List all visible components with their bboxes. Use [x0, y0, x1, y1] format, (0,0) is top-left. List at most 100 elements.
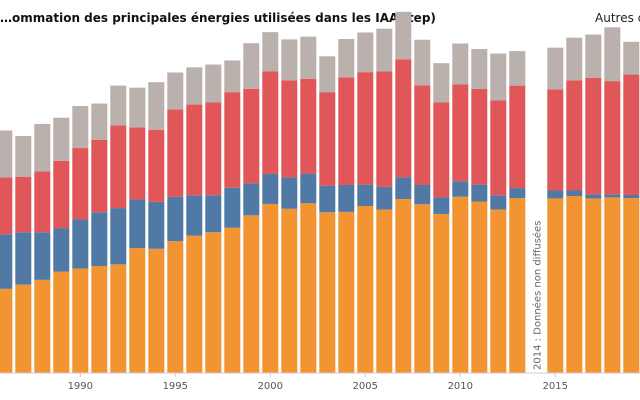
bar-gray-1987	[15, 135, 32, 177]
bar-orange-1986	[0, 288, 13, 373]
bar-gray-2017	[585, 34, 602, 79]
bar-orange-1997	[205, 232, 222, 373]
bar-blue-2004	[338, 184, 355, 212]
bar-gray-2001	[281, 39, 298, 81]
bar-red-2003	[319, 92, 336, 186]
bar-blue-2018	[604, 194, 621, 198]
bar-orange-1990	[72, 268, 89, 373]
bar-red-1992	[110, 125, 127, 209]
bar-orange-2016	[566, 196, 583, 373]
bar-orange-1988	[34, 279, 51, 373]
bar-red-1998	[224, 92, 241, 188]
bar-red-2016	[566, 80, 583, 191]
bar-gray-2003	[319, 56, 336, 93]
bar-blue-2000	[262, 173, 279, 204]
bar-red-2009	[433, 102, 450, 198]
legend-item-autres: Autres co	[595, 11, 640, 25]
bar-red-2012	[490, 100, 507, 196]
bar-gray-1989	[53, 117, 70, 161]
bar-gray-1986	[0, 130, 13, 178]
bar-blue-1988	[34, 232, 51, 280]
bar-red-1993	[129, 127, 146, 200]
bar-blue-1986	[0, 234, 13, 289]
bar-gray-2009	[433, 63, 450, 103]
bar-red-2005	[357, 72, 374, 185]
x-tick-label: 1995	[163, 381, 188, 392]
bar-gray-2002	[300, 36, 317, 79]
bar-red-1991	[91, 139, 108, 213]
bar-red-1988	[34, 171, 51, 233]
bar-blue-2019	[623, 194, 640, 199]
bar-blue-2005	[357, 184, 374, 207]
bar-blue-1997	[205, 195, 222, 233]
bar-red-2018	[604, 81, 621, 195]
bar-orange-2004	[338, 211, 355, 373]
bar-orange-2019	[623, 198, 640, 373]
bar-orange-2002	[300, 203, 317, 373]
bar-orange-1994	[148, 248, 165, 373]
bar-red-1986	[0, 177, 13, 235]
bar-blue-1996	[186, 195, 203, 236]
bar-gray-2000	[262, 32, 279, 72]
bar-gray-2010	[452, 43, 469, 85]
bar-blue-2007	[395, 177, 412, 200]
bar-blue-2015	[547, 190, 564, 199]
bar-gray-1995	[167, 72, 184, 110]
bar-red-1989	[53, 160, 70, 229]
bar-blue-2006	[376, 186, 393, 210]
chart-title: …ommation des principales énergies utili…	[0, 11, 436, 25]
bar-red-1995	[167, 109, 184, 197]
bar-orange-2006	[376, 209, 393, 373]
bar-orange-1987	[15, 284, 32, 373]
bar-red-2010	[452, 84, 469, 182]
bar-blue-2013	[509, 188, 526, 199]
bar-blue-1990	[72, 219, 89, 269]
bar-blue-2001	[281, 177, 298, 209]
bar-orange-2011	[471, 201, 488, 373]
bar-orange-2008	[414, 204, 431, 373]
x-tick-label: 2010	[448, 381, 473, 392]
bar-red-1996	[186, 104, 203, 196]
bar-red-2008	[414, 85, 431, 185]
bar-orange-2009	[433, 213, 450, 373]
bar-blue-2008	[414, 184, 431, 205]
bar-gray-2004	[338, 39, 355, 78]
x-tick-label: 1990	[68, 381, 93, 392]
bar-gray-2008	[414, 39, 431, 86]
bar-gray-2011	[471, 49, 488, 89]
bar-blue-1999	[243, 183, 260, 216]
bar-gray-2015	[547, 47, 564, 90]
bar-red-2015	[547, 89, 564, 191]
bars-layer	[0, 11, 640, 373]
bar-gray-1992	[110, 85, 127, 126]
bar-gray-1991	[91, 103, 108, 140]
bar-gray-2013	[509, 51, 526, 86]
bar-orange-2018	[604, 197, 621, 373]
bar-gray-1997	[205, 64, 222, 103]
bar-gray-2016	[566, 37, 583, 81]
x-tick-label: 2005	[353, 381, 378, 392]
bar-red-2002	[300, 78, 317, 174]
bar-gray-1994	[148, 82, 165, 130]
bar-blue-2012	[490, 195, 507, 210]
bar-blue-2002	[300, 173, 317, 204]
bar-gray-2018	[604, 27, 621, 82]
bar-red-2019	[623, 74, 640, 195]
bar-gray-2006	[376, 28, 393, 72]
bar-blue-2003	[319, 185, 336, 213]
bar-gray-2007	[395, 11, 412, 60]
bar-blue-2009	[433, 197, 450, 214]
bar-blue-2016	[566, 190, 583, 197]
bar-gray-2012	[490, 53, 507, 101]
bar-orange-1999	[243, 215, 260, 373]
bar-blue-1991	[91, 212, 108, 267]
bar-red-1994	[148, 129, 165, 202]
bar-red-2000	[262, 71, 279, 174]
bar-blue-1998	[224, 187, 241, 228]
bar-orange-2000	[262, 203, 279, 373]
bar-orange-2010	[452, 196, 469, 373]
bar-blue-1995	[167, 196, 184, 242]
bar-blue-1992	[110, 208, 127, 265]
bar-blue-2010	[452, 181, 469, 197]
